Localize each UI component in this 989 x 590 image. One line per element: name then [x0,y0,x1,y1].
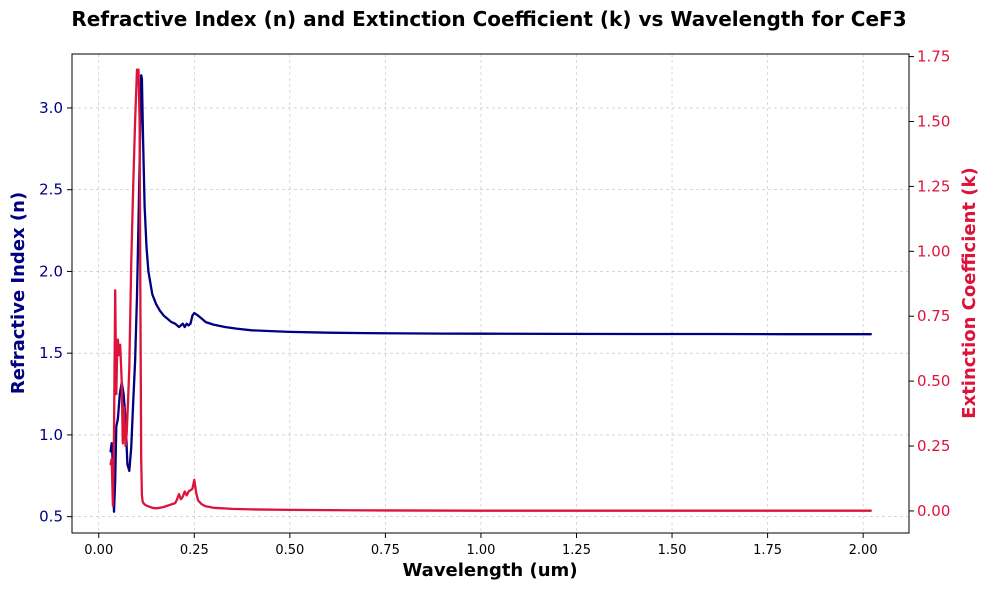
right-tick-label: 1.50 [917,113,950,131]
right-tick-label: 0.00 [917,502,950,520]
series-line-n [109,74,872,513]
right-tick-label: 0.75 [917,307,950,325]
x-tick-label: 1.00 [466,543,495,558]
x-tick-label: 0.50 [275,543,304,558]
x-tick-label: 0.25 [180,543,209,558]
x-axis: 0.00 0.25 0.50 0.75 1.00 1.25 1.50 1.75 2.00 [84,533,878,558]
right-tick-label: 0.25 [917,437,950,455]
right-tick-label: 0.50 [917,372,950,390]
x-tick-label: 0.75 [371,543,400,558]
x-tick-label: 0.00 [84,543,113,558]
left-tick-label: 3.0 [39,99,63,117]
x-axis-label: Wavelength (um) [402,560,577,581]
left-axis: 0.5 1.0 1.5 2.0 2.5 3.0 [39,99,72,526]
series-line-k [109,68,872,512]
x-tick-label: 1.25 [562,543,591,558]
series-layer [109,68,872,513]
chart-title: Refractive Index (n) and Extinction Coef… [71,7,906,31]
left-axis-label: Refractive Index (n) [8,192,29,394]
right-axis: 0.00 0.25 0.50 0.75 1.00 1.25 1.50 1.75 [909,48,950,520]
x-tick-label: 2.00 [849,543,878,558]
left-tick-label: 2.5 [39,181,63,199]
left-tick-label: 1.5 [39,344,63,362]
right-axis-label: Extinction Coefficient (k) [959,167,980,418]
left-tick-label: 0.5 [39,508,63,526]
left-tick-label: 1.0 [39,426,63,444]
plot-frame [71,53,910,534]
right-tick-label: 1.00 [917,242,950,260]
x-tick-label: 1.50 [658,543,687,558]
grid-layer [72,54,909,533]
x-tick-label: 1.75 [753,543,782,558]
left-tick-label: 2.0 [39,262,63,280]
right-tick-label: 1.25 [917,177,950,195]
right-tick-label: 1.75 [917,48,950,66]
